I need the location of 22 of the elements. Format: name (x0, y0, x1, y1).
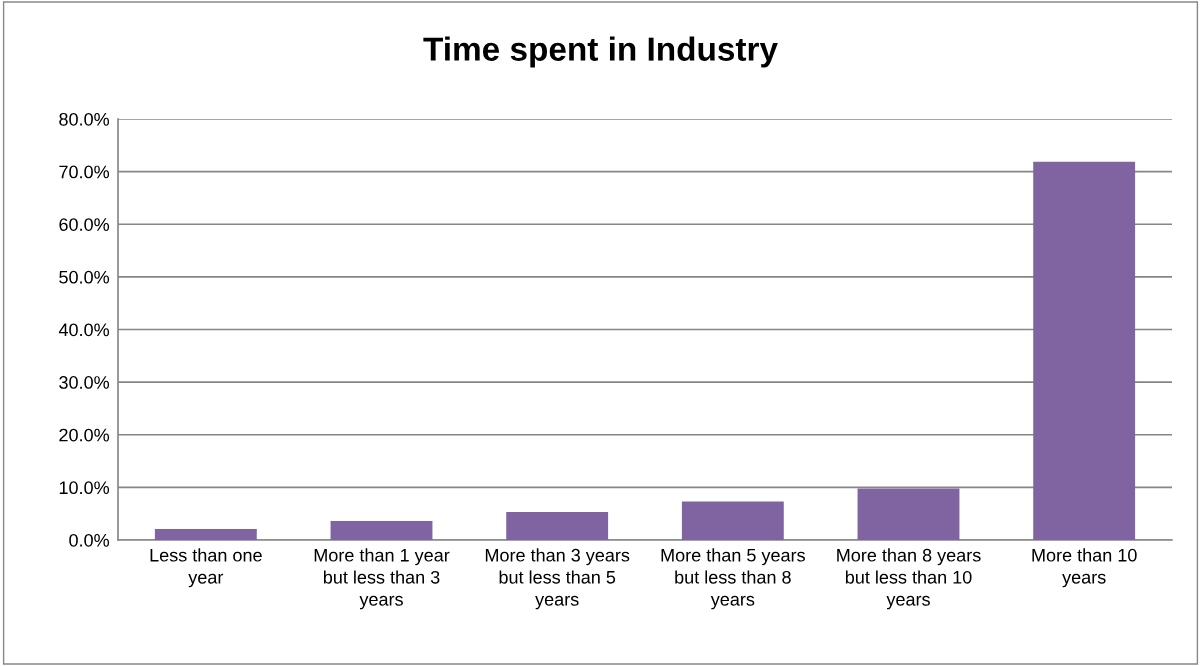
y-tick-label: 60.0% (59, 218, 110, 231)
bar (154, 528, 257, 540)
bar (330, 521, 433, 540)
x-tick-label: More than 5 years but less than 8 years (661, 548, 805, 610)
y-tick-label: 20.0% (59, 428, 110, 442)
bar (506, 512, 609, 540)
y-tick-label: 40.0% (58, 323, 110, 337)
bar (857, 488, 960, 540)
y-tick-label: 50.0% (59, 270, 110, 284)
y-tick-label: 10.0% (59, 481, 110, 495)
x-tick-label: More than 3 years but less than 5 years (485, 548, 630, 610)
bar (681, 501, 784, 540)
y-tick-label: 70.0% (59, 165, 110, 179)
bar (1033, 161, 1136, 540)
x-tick-label: More than 8 years but less than 10 years (837, 548, 981, 610)
y-tick-label: 80.0% (59, 112, 110, 126)
chart-title: Time spent in Industry (423, 36, 778, 68)
x-tick-label: Less than one year (150, 548, 262, 588)
x-tick-label: More than 1 year but less than 3 years (314, 548, 450, 610)
y-tick-label: 30.0% (59, 376, 110, 389)
x-tick-label: More than 10 years (1032, 548, 1137, 588)
y-tick-label: 0.0% (69, 533, 110, 547)
